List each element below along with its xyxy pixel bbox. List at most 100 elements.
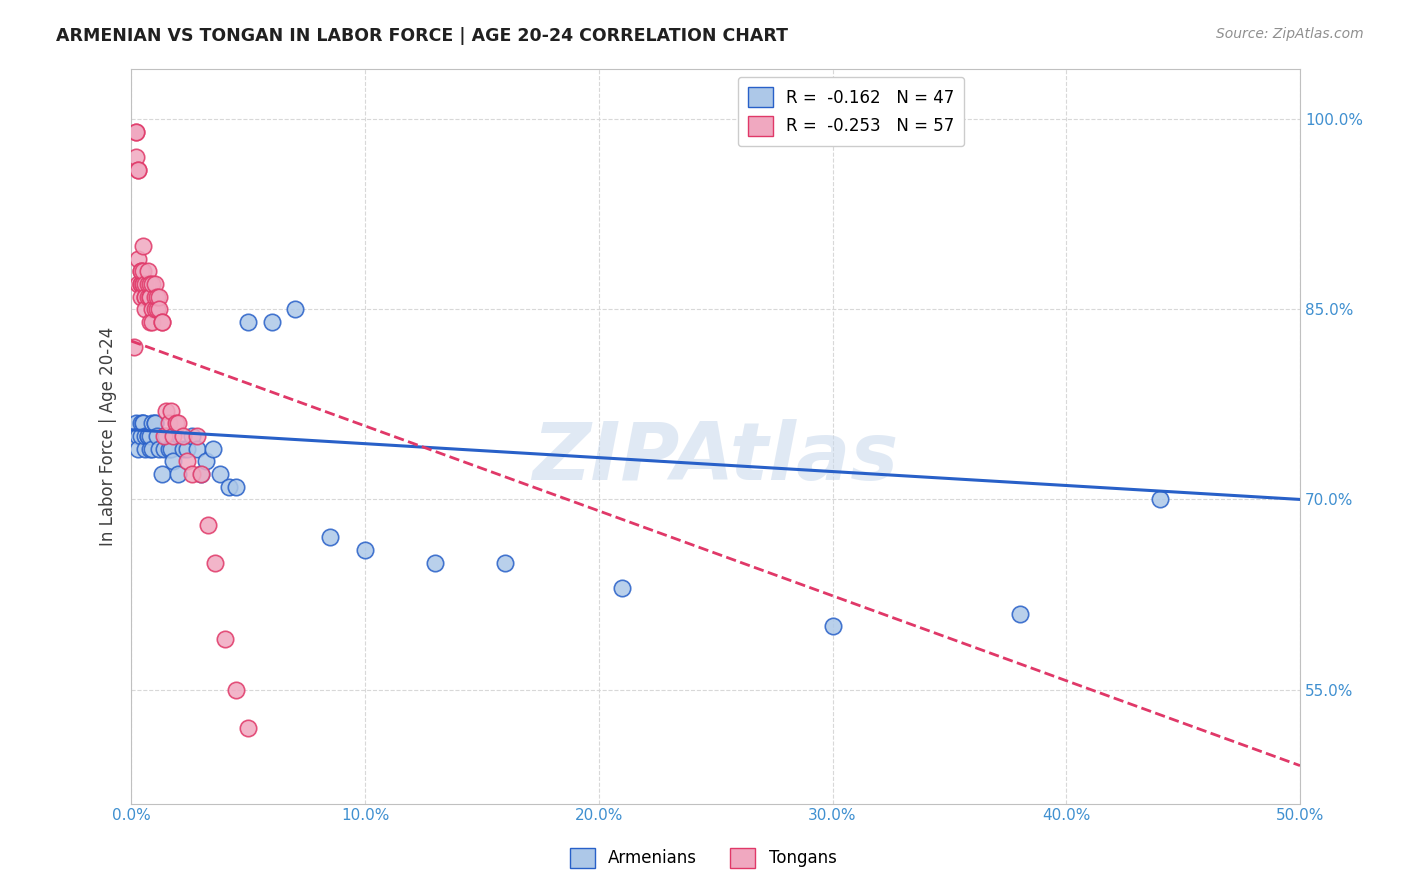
Point	[141, 442, 163, 456]
Point	[141, 315, 163, 329]
Point	[172, 442, 194, 456]
Point	[155, 403, 177, 417]
Point	[122, 340, 145, 354]
Point	[150, 315, 173, 329]
Point	[236, 721, 259, 735]
Point	[127, 442, 149, 456]
Point	[176, 442, 198, 456]
Point	[236, 315, 259, 329]
Point	[127, 162, 149, 177]
Point	[146, 302, 169, 317]
Point	[139, 277, 162, 291]
Point	[143, 417, 166, 431]
Point	[134, 442, 156, 456]
Point	[134, 290, 156, 304]
Point	[162, 454, 184, 468]
Point	[143, 290, 166, 304]
Point	[181, 467, 204, 481]
Point	[127, 162, 149, 177]
Point	[141, 302, 163, 317]
Point	[260, 315, 283, 329]
Point	[146, 429, 169, 443]
Point	[125, 125, 148, 139]
Point	[134, 277, 156, 291]
Point	[132, 264, 155, 278]
Point	[160, 403, 183, 417]
Point	[143, 302, 166, 317]
Point	[225, 682, 247, 697]
Y-axis label: In Labor Force | Age 20-24: In Labor Force | Age 20-24	[100, 326, 117, 546]
Point	[129, 429, 152, 443]
Point	[197, 517, 219, 532]
Point	[150, 467, 173, 481]
Point	[132, 239, 155, 253]
Legend: R =  -0.162   N = 47, R =  -0.253   N = 57: R = -0.162 N = 47, R = -0.253 N = 57	[738, 77, 965, 146]
Point	[136, 429, 159, 443]
Point	[132, 417, 155, 431]
Point	[136, 429, 159, 443]
Point	[143, 417, 166, 431]
Point	[190, 467, 212, 481]
Point	[129, 277, 152, 291]
Point	[139, 429, 162, 443]
Point	[132, 417, 155, 431]
Point	[129, 264, 152, 278]
Point	[150, 315, 173, 329]
Point	[139, 290, 162, 304]
Point	[167, 467, 190, 481]
Point	[136, 290, 159, 304]
Point	[195, 454, 218, 468]
Legend: Armenians, Tongans: Armenians, Tongans	[562, 841, 844, 875]
Point	[148, 302, 170, 317]
Point	[162, 429, 184, 443]
Point	[148, 290, 170, 304]
Point	[125, 125, 148, 139]
Point	[202, 442, 225, 456]
Point	[610, 581, 633, 595]
Point	[129, 264, 152, 278]
Text: Source: ZipAtlas.com: Source: ZipAtlas.com	[1216, 27, 1364, 41]
Point	[134, 302, 156, 317]
Text: ZIPAtlas: ZIPAtlas	[533, 419, 898, 497]
Point	[319, 531, 342, 545]
Point	[141, 277, 163, 291]
Point	[127, 277, 149, 291]
Point	[160, 442, 183, 456]
Point	[821, 619, 844, 633]
Point	[157, 417, 180, 431]
Point	[143, 277, 166, 291]
Point	[146, 290, 169, 304]
Point	[139, 442, 162, 456]
Point	[153, 442, 176, 456]
Point	[155, 429, 177, 443]
Point	[1149, 492, 1171, 507]
Point	[129, 277, 152, 291]
Point	[1008, 607, 1031, 621]
Point	[186, 442, 208, 456]
Point	[423, 556, 446, 570]
Point	[153, 429, 176, 443]
Point	[165, 417, 187, 431]
Point	[129, 290, 152, 304]
Point	[284, 302, 307, 317]
Point	[127, 429, 149, 443]
Point	[494, 556, 516, 570]
Point	[136, 277, 159, 291]
Point	[127, 252, 149, 266]
Point	[218, 480, 240, 494]
Point	[139, 315, 162, 329]
Point	[190, 467, 212, 481]
Point	[225, 480, 247, 494]
Point	[132, 277, 155, 291]
Point	[181, 429, 204, 443]
Point	[176, 454, 198, 468]
Point	[134, 290, 156, 304]
Point	[148, 442, 170, 456]
Point	[167, 417, 190, 431]
Point	[139, 290, 162, 304]
Point	[186, 429, 208, 443]
Point	[132, 277, 155, 291]
Point	[209, 467, 232, 481]
Point	[204, 556, 226, 570]
Point	[141, 417, 163, 431]
